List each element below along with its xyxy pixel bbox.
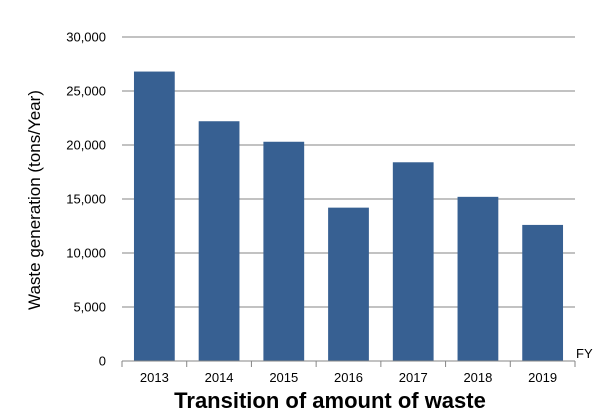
x-tick-label: 2013 — [140, 370, 169, 385]
y-axis-label: Waste generation (tons/Year) — [25, 90, 44, 310]
y-tick-label: 15,000 — [66, 192, 106, 207]
y-tick-label: 10,000 — [66, 246, 106, 261]
x-tick-label: 2019 — [528, 370, 557, 385]
axes — [121, 360, 576, 367]
gridlines — [122, 36, 575, 308]
bar-2013 — [133, 71, 175, 361]
y-tick-label: 30,000 — [66, 30, 106, 45]
y-tick-label: 5,000 — [73, 300, 106, 315]
x-axis-unit: FY — [576, 346, 593, 361]
x-tick-label: 2018 — [463, 370, 492, 385]
bar-2016 — [328, 207, 369, 361]
bar-2017 — [392, 162, 434, 361]
bar-2015 — [263, 141, 305, 361]
y-tick-label: 0 — [99, 354, 106, 369]
x-tick-label: 2015 — [269, 370, 298, 385]
bar-2018 — [457, 196, 499, 361]
x-tick-label: 2014 — [205, 370, 234, 385]
bar-2014 — [198, 121, 240, 362]
x-tick-labels: 2013 2014 2015 2016 2017 2018 2019 — [140, 370, 557, 385]
bar-2019 — [522, 224, 564, 361]
y-tick-label: 25,000 — [66, 84, 106, 99]
y-tick-label: 20,000 — [66, 138, 106, 153]
chart-title: Transition of amount of waste — [174, 388, 486, 413]
y-tick-labels: 0 5,000 10,000 15,000 20,000 25,000 30,000 — [66, 30, 106, 369]
bars — [133, 71, 564, 362]
x-tick-label: 2016 — [334, 370, 363, 385]
x-tick-label: 2017 — [399, 370, 428, 385]
